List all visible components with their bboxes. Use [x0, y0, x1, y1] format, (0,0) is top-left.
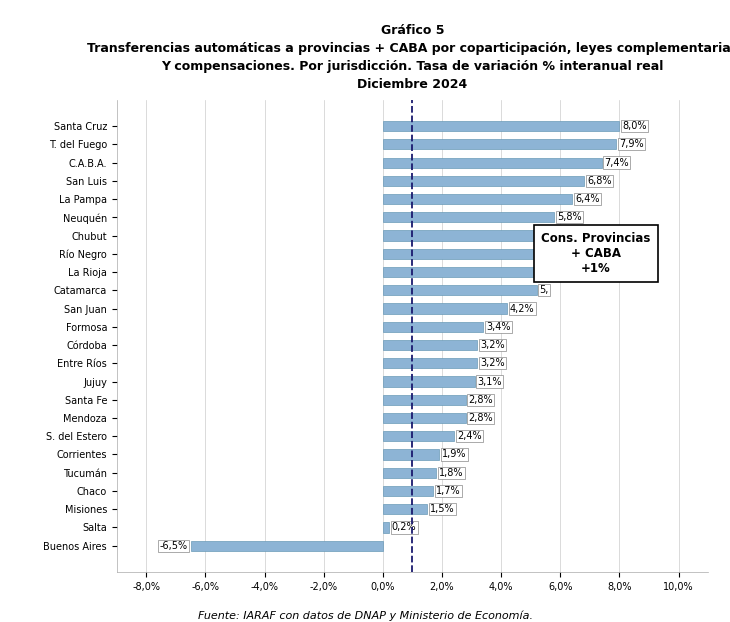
Bar — [383, 395, 466, 405]
Bar — [191, 541, 383, 550]
Text: 2,8%: 2,8% — [469, 413, 493, 423]
Bar — [383, 139, 616, 149]
Text: 2,4%: 2,4% — [457, 431, 481, 441]
Text: -6,5%: -6,5% — [160, 541, 188, 550]
Text: 5: 5 — [548, 249, 555, 259]
Bar — [383, 267, 539, 277]
Bar — [383, 231, 548, 241]
Bar — [383, 194, 572, 204]
Text: 5,: 5, — [539, 285, 549, 295]
Text: 1,7%: 1,7% — [436, 486, 461, 496]
Bar — [383, 176, 584, 186]
Text: 8,0%: 8,0% — [623, 121, 647, 131]
Bar — [383, 212, 554, 222]
Bar — [383, 450, 439, 460]
Text: 6,4%: 6,4% — [575, 194, 599, 204]
Bar — [383, 468, 436, 478]
Text: 3,1%: 3,1% — [477, 376, 502, 386]
Bar — [383, 358, 477, 368]
Bar — [383, 322, 483, 332]
Bar — [383, 504, 427, 514]
Text: 7,9%: 7,9% — [620, 139, 644, 149]
Bar — [383, 376, 474, 386]
Bar — [383, 340, 477, 350]
Text: 7,4%: 7,4% — [604, 157, 629, 167]
Text: 5: 5 — [542, 267, 549, 277]
Text: Cons. Provincias
+ CABA
+1%: Cons. Provincias + CABA +1% — [541, 232, 650, 276]
Text: 3,4%: 3,4% — [486, 322, 511, 332]
Bar — [383, 285, 537, 295]
Bar — [383, 413, 466, 423]
Text: 3,2%: 3,2% — [480, 358, 505, 368]
Text: 6,8%: 6,8% — [587, 176, 612, 186]
Bar — [383, 249, 545, 259]
Bar — [383, 522, 389, 532]
Text: 5,8%: 5,8% — [557, 212, 582, 222]
Bar — [383, 304, 507, 313]
Bar — [383, 486, 433, 496]
Text: 3,2%: 3,2% — [480, 340, 505, 350]
Bar — [383, 431, 454, 441]
Text: 0,2%: 0,2% — [392, 522, 416, 532]
Text: 1,8%: 1,8% — [439, 468, 464, 478]
Title: Gráfico 5
Transferencias automáticas a provincias + CABA por coparticipación, le: Gráfico 5 Transferencias automáticas a p… — [87, 24, 730, 91]
Bar — [383, 121, 620, 131]
Text: 4,2%: 4,2% — [510, 304, 534, 313]
Text: 1,5%: 1,5% — [430, 504, 455, 514]
Bar — [383, 157, 602, 167]
Text: 2,8%: 2,8% — [469, 395, 493, 405]
Text: Fuente: IARAF con datos de DNAP y Ministerio de Economía.: Fuente: IARAF con datos de DNAP y Minist… — [198, 610, 532, 621]
Text: 1,9%: 1,9% — [442, 450, 466, 460]
